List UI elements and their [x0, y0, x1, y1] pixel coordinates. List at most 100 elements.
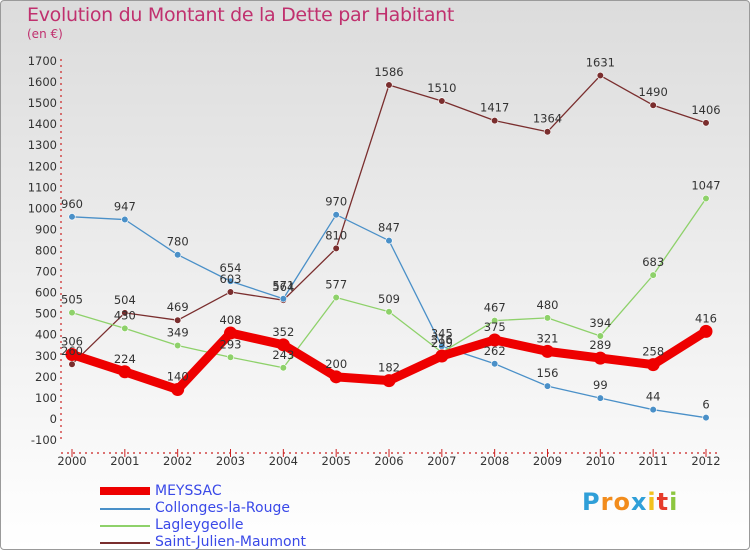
data-label: 224 — [114, 352, 136, 366]
y-tick-label: 100 — [35, 391, 57, 405]
data-point — [593, 351, 607, 365]
y-tick-label: 1500 — [28, 96, 57, 110]
legend-swatch — [100, 542, 150, 544]
chart-subtitle: (en €) — [27, 27, 63, 41]
x-tick-label: 2012 — [691, 454, 720, 468]
y-tick-label: 0 — [50, 412, 57, 426]
y-tick-label: 1400 — [28, 117, 57, 131]
data-label: 316 — [431, 332, 453, 346]
data-label: 1364 — [533, 112, 562, 126]
data-label: 683 — [642, 255, 664, 269]
data-label: 258 — [642, 345, 664, 359]
y-tick-label: 300 — [35, 349, 57, 363]
data-label: 603 — [220, 272, 242, 286]
data-label: 847 — [378, 221, 400, 235]
data-point — [174, 316, 182, 324]
data-label: 156 — [537, 366, 559, 380]
data-label: 408 — [220, 313, 242, 327]
data-point — [332, 293, 340, 302]
data-label: 345 — [431, 326, 453, 340]
data-point — [491, 317, 499, 325]
data-point — [702, 119, 710, 127]
legend-item-saint-julien: Saint-Julien-Maumont — [100, 534, 360, 551]
data-label: 416 — [695, 311, 717, 325]
data-point — [649, 406, 657, 414]
data-point — [226, 353, 235, 361]
data-point — [68, 309, 76, 317]
data-label: 1490 — [639, 85, 668, 99]
data-point — [543, 314, 552, 322]
data-point — [332, 244, 340, 252]
logo-letter: i — [669, 488, 679, 516]
data-point — [174, 251, 182, 259]
data-label: 654 — [220, 261, 242, 275]
data-point — [121, 309, 129, 317]
data-point — [226, 288, 235, 296]
x-tick-label: 2004 — [269, 454, 298, 468]
logo-letter: t — [656, 488, 670, 516]
data-point — [438, 97, 446, 105]
data-point — [702, 194, 710, 203]
legend-label: Collonges-la-Rouge — [155, 500, 290, 516]
data-point — [491, 116, 499, 125]
data-point — [435, 349, 449, 363]
x-tick-label: 2001 — [110, 454, 139, 468]
y-tick-label: 200 — [35, 370, 57, 384]
data-label: 375 — [484, 320, 506, 334]
legend-swatch — [100, 525, 150, 527]
data-label: 480 — [537, 298, 559, 312]
logo-letter: o — [613, 488, 631, 516]
data-point — [702, 414, 710, 422]
x-tick-label: 2007 — [427, 454, 456, 468]
y-tick-label: 400 — [35, 328, 57, 342]
data-point — [491, 360, 499, 368]
y-tick-label: 900 — [35, 222, 57, 236]
data-point — [488, 333, 502, 347]
legend-item-meyssac: MEYSSAC — [100, 483, 360, 500]
data-label: 1406 — [691, 103, 720, 117]
data-point — [121, 215, 129, 224]
data-label: 352 — [272, 325, 294, 339]
y-tick-label: 1000 — [28, 201, 57, 215]
data-point — [174, 341, 182, 350]
x-tick-label: 2000 — [57, 454, 86, 468]
legend: MEYSSAC Collonges-la-Rouge Lagleygeolle … — [100, 483, 360, 551]
logo-letter: x — [630, 488, 648, 516]
y-tick-label: 1700 — [28, 54, 57, 68]
x-tick-label: 2009 — [533, 454, 562, 468]
data-label: 394 — [589, 316, 611, 330]
data-point — [385, 308, 393, 316]
data-label: 467 — [484, 301, 506, 315]
data-point — [699, 324, 713, 338]
data-label: 504 — [114, 293, 136, 307]
data-label: 1510 — [427, 81, 456, 95]
data-label: 99 — [593, 378, 608, 392]
y-tick-label: -100 — [31, 433, 57, 447]
data-label: 810 — [325, 228, 347, 242]
x-tick-label: 2005 — [322, 454, 351, 468]
data-label: 182 — [378, 361, 400, 375]
chart-title: Evolution du Montant de la Dette par Hab… — [27, 4, 455, 26]
data-point — [543, 382, 552, 390]
data-point — [543, 128, 552, 136]
y-tick-label: 1600 — [28, 75, 57, 89]
y-tick-label: 700 — [35, 265, 57, 279]
data-label: 6 — [702, 398, 709, 412]
data-label: 970 — [325, 195, 347, 209]
data-point — [65, 348, 79, 362]
data-label: 289 — [589, 338, 611, 352]
data-point — [596, 71, 604, 80]
data-label: 1417 — [480, 101, 509, 115]
logo-letter: r — [600, 488, 614, 516]
legend-swatch — [100, 487, 150, 495]
data-point — [649, 101, 657, 109]
data-label: 262 — [484, 344, 506, 358]
x-tick-label: 2011 — [639, 454, 668, 468]
data-point — [329, 370, 343, 384]
data-label: 349 — [167, 325, 189, 339]
data-label: 509 — [378, 292, 400, 306]
data-label: 306 — [61, 335, 83, 349]
data-point — [279, 295, 287, 303]
data-point — [279, 364, 287, 372]
